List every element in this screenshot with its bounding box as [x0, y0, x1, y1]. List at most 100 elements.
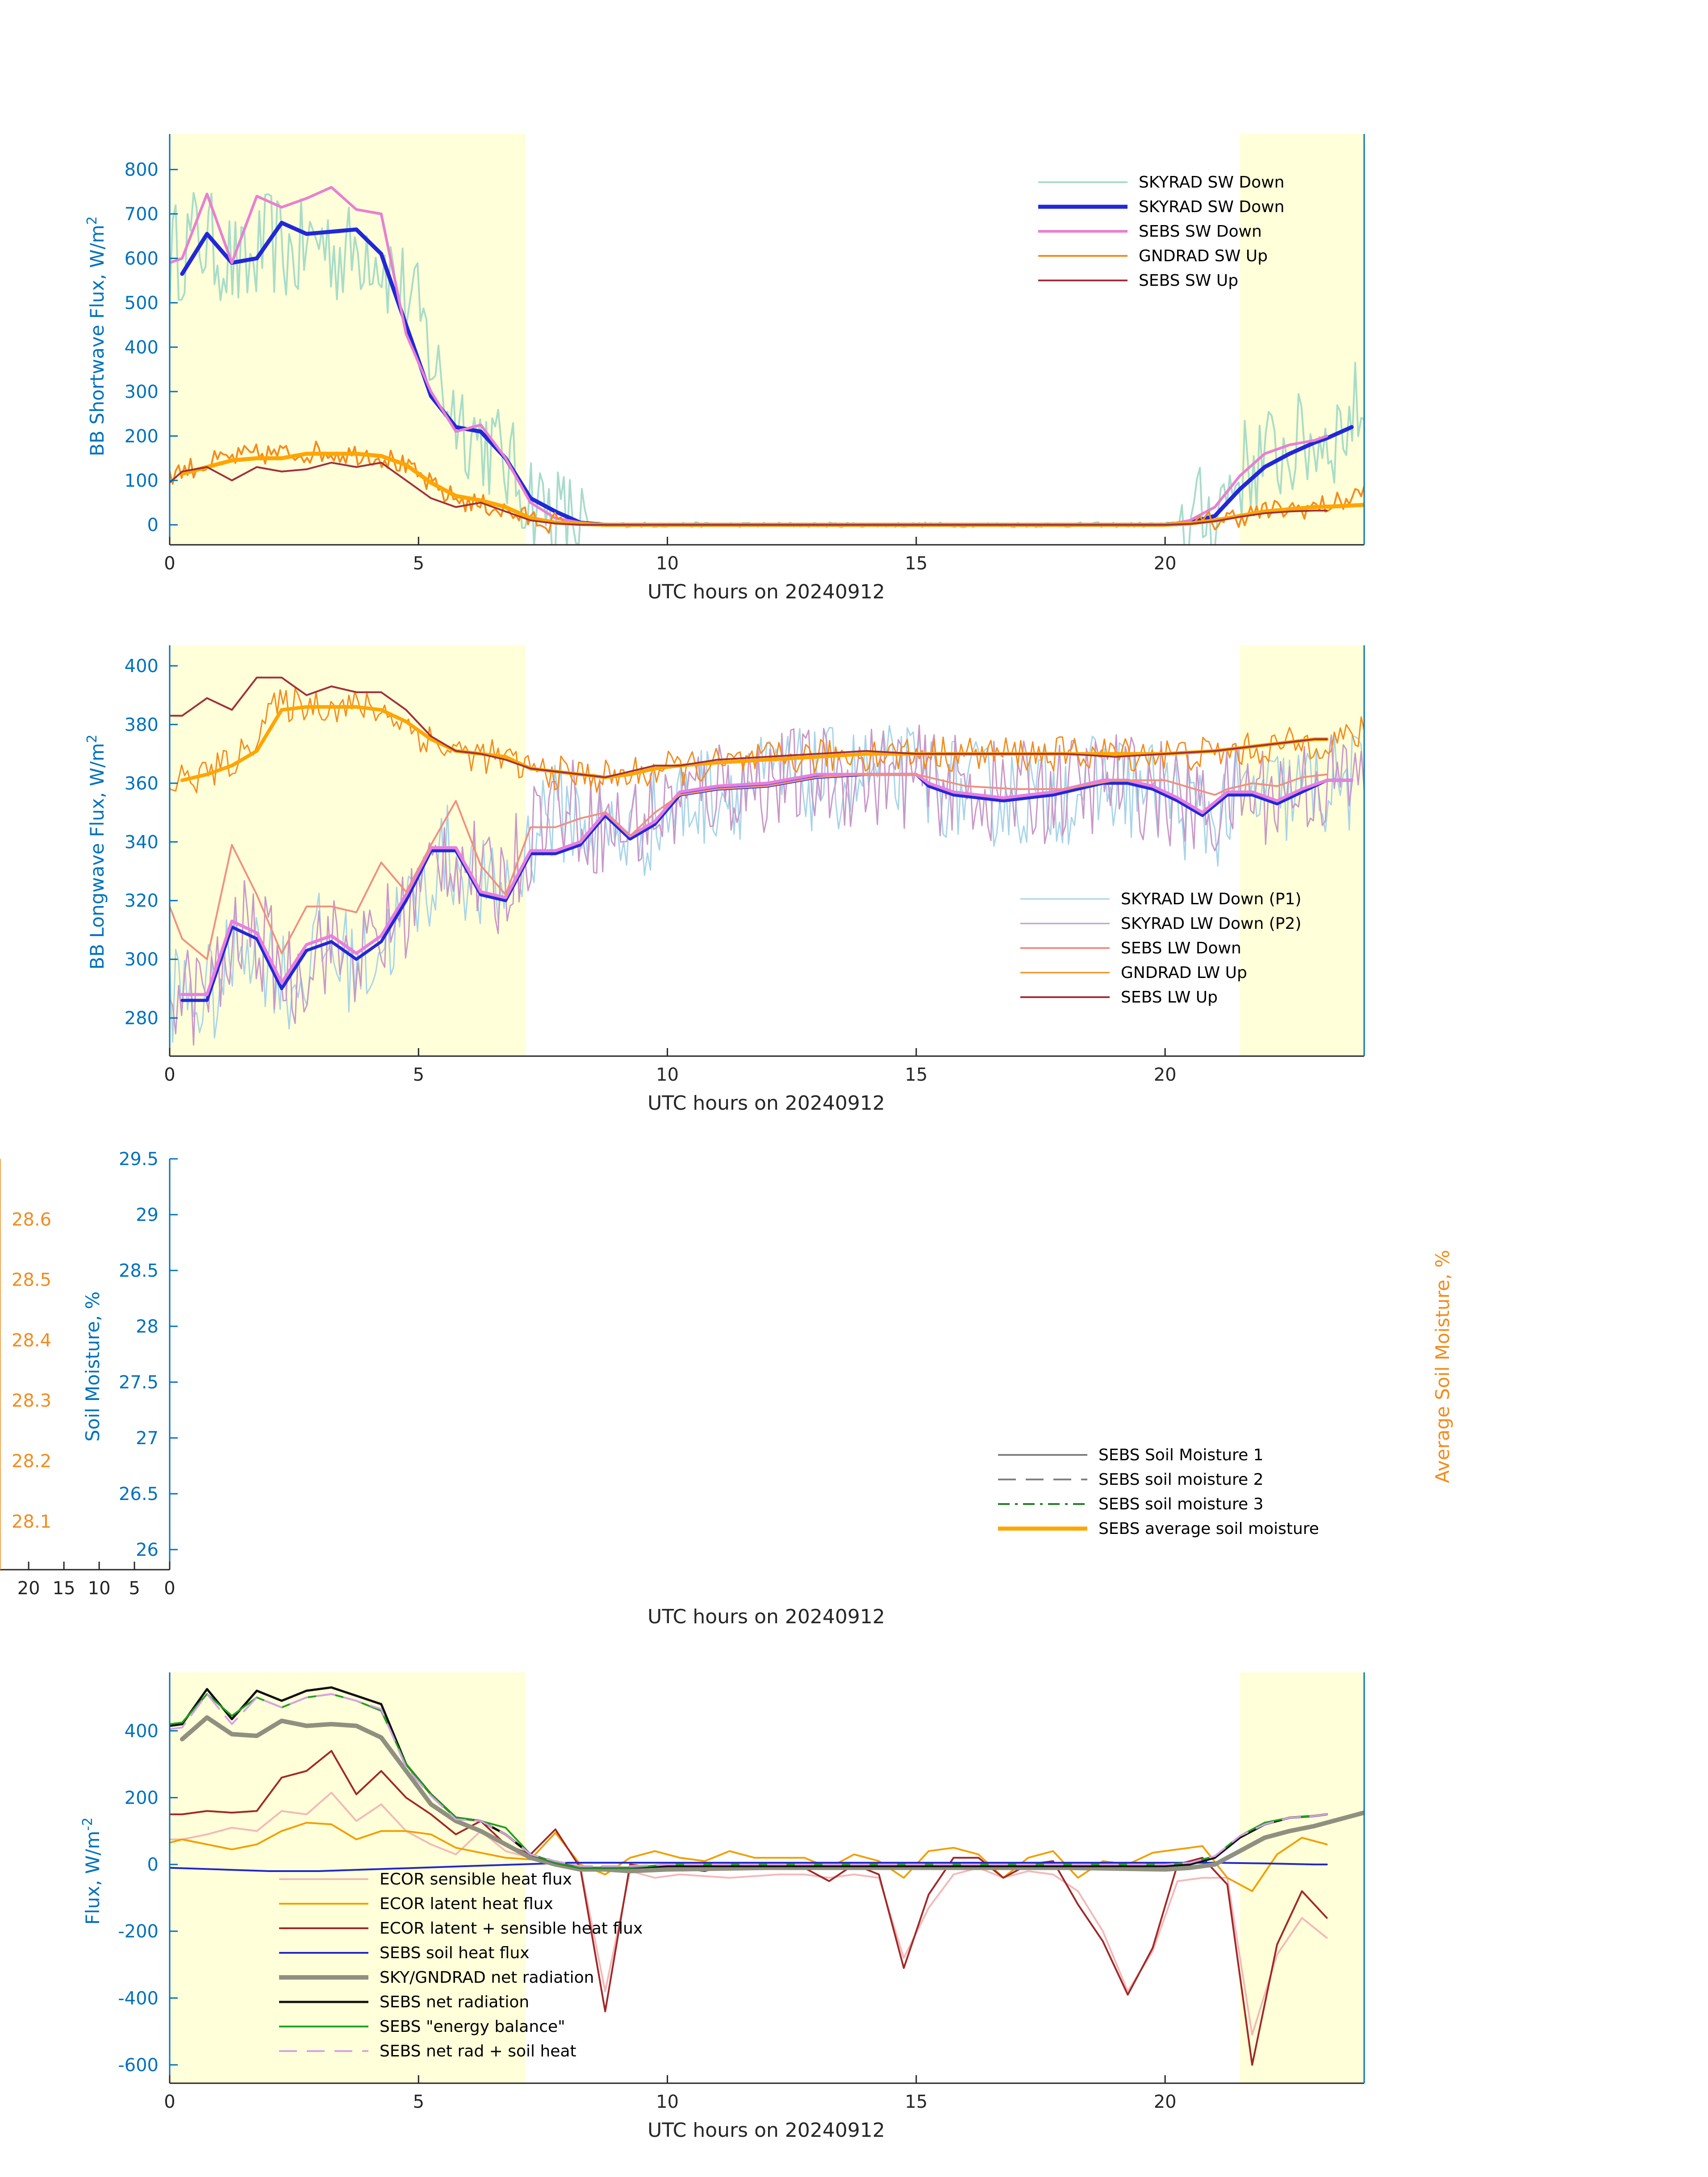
legend-label: SEBS net rad + soil heat: [380, 2042, 576, 2060]
x-tick-label: 15: [905, 1065, 927, 1085]
series-line: [170, 677, 1328, 778]
panel4-xlabel: UTC hours on 20240912: [647, 2119, 885, 2142]
x-tick-label: 5: [413, 2092, 424, 2112]
night-shade-region: [170, 134, 526, 545]
night-shade-region: [170, 1672, 526, 2083]
legend-label: SEBS LW Down: [1121, 939, 1241, 957]
series-line: [180, 1715, 1364, 1873]
legend-label: SEBS SW Down: [1139, 222, 1262, 241]
legend-label: ECOR latent + sensible heat flux: [380, 1919, 643, 1938]
y-tick-label: 27.5: [119, 1372, 159, 1393]
series-line: [180, 451, 1364, 527]
panel3-xlabel: UTC hours on 20240912: [647, 1605, 885, 1628]
y-tick-label: 28.5: [119, 1261, 159, 1281]
y-tick-label: 280: [125, 1008, 159, 1029]
x-tick-label: 15: [905, 553, 927, 574]
legend-label: SKY/GNDRAD net radiation: [380, 1968, 594, 1987]
series-group: [170, 677, 1364, 1046]
series-line: [170, 462, 1328, 526]
panel4-ylabel: Flux, W/m-2: [80, 1818, 104, 1925]
y-tick-label: -600: [118, 2055, 159, 2076]
y-tick-label: -400: [118, 1988, 159, 2009]
legend-label: GNDRAD SW Up: [1139, 247, 1268, 265]
panel-4: 0 5 10 15 20 -600 -400 -200 0 200 400 ECOR sensible…: [118, 1672, 1365, 2112]
y-tick-label: 200: [125, 1788, 159, 1808]
y-tick-label: 28: [136, 1316, 159, 1337]
legend-label: SEBS Soil Moisture 1: [1098, 1446, 1264, 1464]
x-tick-label: 10: [88, 1578, 111, 1599]
y-right-tick-label: 28.2: [12, 1451, 51, 1471]
series-line: [170, 773, 1328, 961]
series-line: [180, 221, 1354, 527]
panel1-xlabel: UTC hours on 20240912: [647, 581, 885, 603]
series-line: [170, 688, 1364, 794]
legend-label: SEBS net radiation: [380, 1993, 529, 2011]
x-tick-label: 5: [129, 1578, 140, 1599]
series-line: [170, 1792, 1328, 2036]
legend: SEBS Soil Moisture 1 SEBS soil moisture 2…: [998, 1446, 1319, 1538]
y-tick-label: 800: [125, 160, 159, 180]
y-right-tick-label: 28.4: [12, 1330, 51, 1351]
x-tick-label: 10: [656, 2092, 679, 2112]
x-tick-label: 0: [164, 1578, 175, 1599]
y-tick-label: 340: [125, 832, 159, 852]
legend: SKYRAD LW Down (P1) SKYRAD LW Down (P2) SE…: [1020, 890, 1301, 1007]
y-right-tick-label: 28.1: [12, 1512, 51, 1532]
panel-2: 0 5 10 15 20 280 300 320 340 360 380 400 SKYRAD LW D…: [125, 645, 1365, 1085]
panel3-ylabel-right: Average Soil Moisture, %: [1432, 1250, 1453, 1483]
legend-label: SKYRAD LW Down (P1): [1121, 890, 1301, 908]
y-tick-label: 26.5: [119, 1484, 159, 1504]
legend-label: GNDRAD LW Up: [1121, 964, 1247, 982]
y-tick-label: 320: [125, 891, 159, 911]
series-group: [170, 186, 1364, 545]
y-tick-label: 400: [125, 656, 159, 677]
legend-label: ECOR latent heat flux: [380, 1895, 553, 1913]
x-tick-label: 15: [53, 1578, 75, 1599]
legend-label: SKYRAD SW Down: [1139, 173, 1284, 192]
x-tick-label: 0: [164, 553, 175, 574]
night-shade-region: [1240, 1672, 1364, 2083]
legend-label: SEBS soil moisture 3: [1098, 1495, 1263, 1513]
panel-1: 0 5 10 15 200100200300400500600700800SKYRAD …: [125, 134, 1365, 574]
y-tick-label: 29.5: [119, 1149, 159, 1170]
legend: SKYRAD SW Down SKYRAD SW Down SEBS SW Down…: [1038, 173, 1284, 290]
series-line: [170, 1862, 1328, 1872]
y-tick-label: 380: [125, 715, 159, 735]
chart-layer: 0 5 10 15 200100200300400500600700800SKYRAD …: [0, 134, 1365, 2112]
series-group: [170, 1686, 1364, 2066]
y-tick-label: 600: [125, 248, 159, 269]
legend-label: SEBS SW Up: [1139, 272, 1238, 290]
y-tick-label: 26: [136, 1540, 159, 1560]
legend-label: SEBS "energy balance": [380, 2018, 565, 2036]
x-tick-label: 10: [656, 1065, 679, 1085]
x-tick-label: 5: [413, 1065, 424, 1085]
y-tick-label: 700: [125, 204, 159, 225]
panel2-xlabel: UTC hours on 20240912: [647, 1092, 885, 1115]
panel-3: 0 5 10 15 20 26 26.5 27 27.5 28 28.5 29 29.5 28.1 28.2…: [0, 1149, 1319, 1599]
x-tick-label: 5: [413, 553, 424, 574]
y-tick-label: 360: [125, 773, 159, 794]
legend-label: SEBS soil heat flux: [380, 1944, 530, 1962]
x-tick-label: 15: [905, 2092, 927, 2112]
x-tick-label: 20: [1154, 1065, 1177, 1085]
y-tick-label: 500: [125, 293, 159, 313]
legend: ECOR sensible heat flux ECOR latent heat …: [279, 1870, 643, 2060]
legend-label: SEBS LW Up: [1121, 988, 1218, 1007]
y-tick-label: 27: [136, 1428, 159, 1449]
y-tick-label: -200: [118, 1922, 159, 1942]
x-tick-label: 20: [17, 1578, 40, 1599]
x-tick-label: 20: [1154, 2092, 1177, 2112]
x-tick-label: 0: [164, 2092, 175, 2112]
x-tick-label: 0: [164, 1065, 175, 1085]
panel1-ylabel: BB Shortwave Flux, W/m2: [84, 216, 108, 456]
y-right-tick-label: 28.6: [12, 1209, 51, 1230]
y-tick-label: 300: [125, 949, 159, 970]
x-tick-label: 20: [1154, 553, 1177, 574]
panel2-ylabel: BB Longwave Flux, W/m2: [84, 735, 108, 969]
legend-label: SEBS soil moisture 2: [1098, 1471, 1263, 1489]
y-tick-label: 400: [125, 1721, 159, 1742]
series-line: [180, 773, 1353, 996]
y-tick-label: 29: [136, 1205, 159, 1225]
night-shade-region: [1240, 134, 1364, 545]
